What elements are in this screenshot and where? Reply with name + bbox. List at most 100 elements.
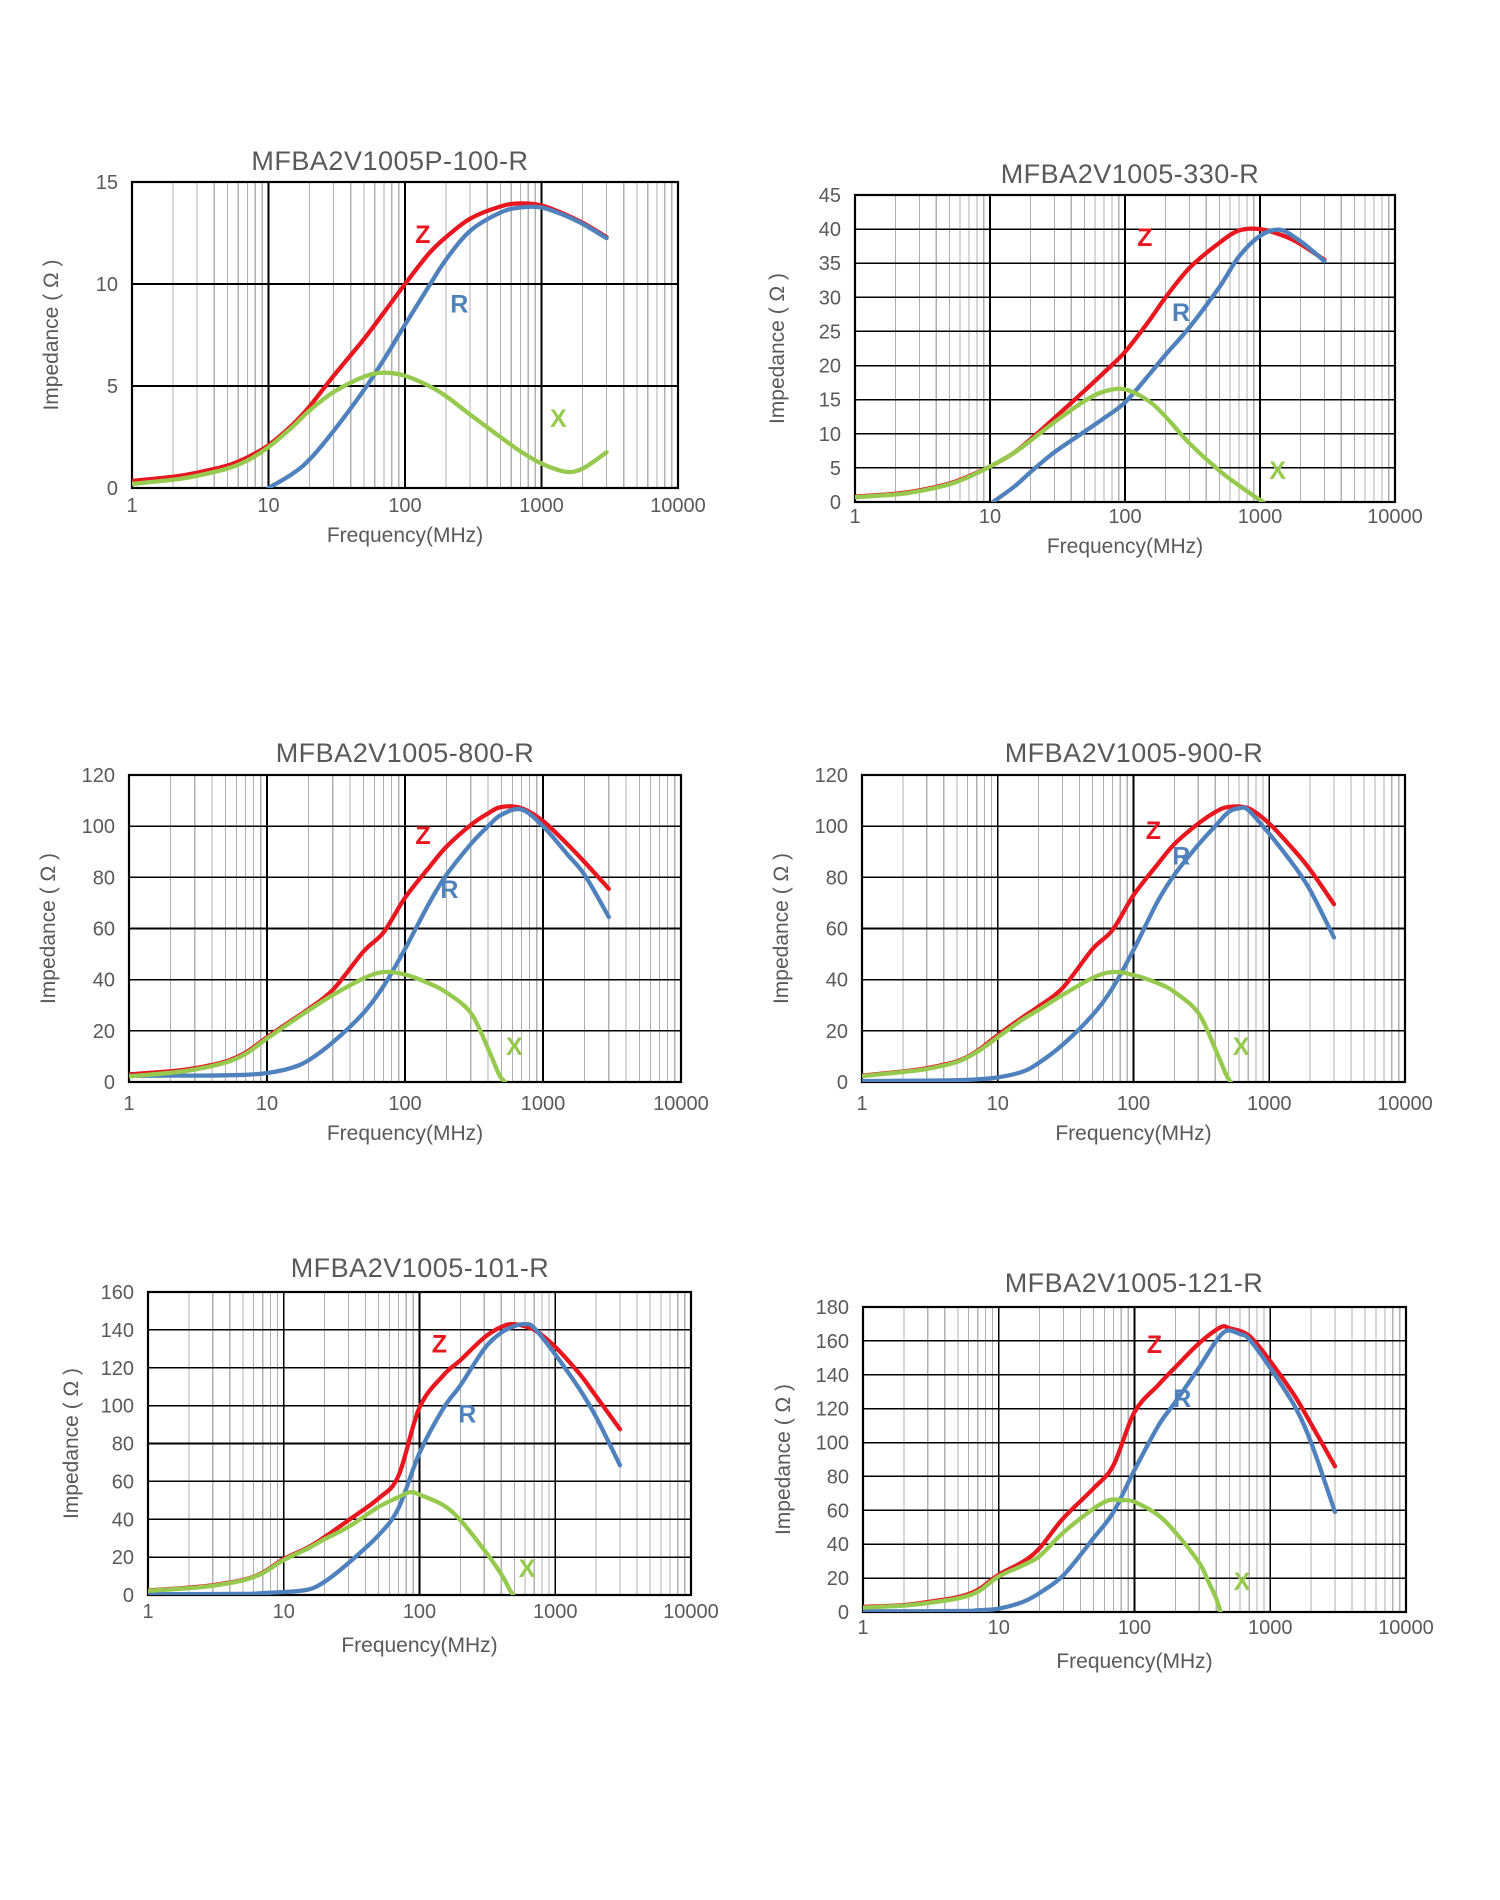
- y-tick-label: 20: [827, 1568, 849, 1590]
- y-tick-label: 0: [104, 1072, 115, 1094]
- x-axis-label: Frequency(MHz): [1056, 1650, 1212, 1673]
- y-tick-label: 100: [101, 1396, 134, 1418]
- y-tick-label: 120: [82, 765, 115, 787]
- chart-title: MFBA2V1005-900-R: [1005, 738, 1264, 768]
- minor-gridlines: [172, 182, 673, 488]
- y-tick-label: 60: [827, 1500, 849, 1522]
- plot-border: [853, 193, 1397, 504]
- y-tick-label: 0: [838, 1602, 849, 1624]
- y-axis-label: Impedance ( Ω ): [770, 853, 793, 1004]
- x-tick-label: 10000: [1367, 506, 1423, 528]
- y-axis-label: Impedance ( Ω ): [40, 259, 63, 410]
- curve-label-X: X: [1233, 1033, 1250, 1061]
- x-tick-label: 1: [126, 495, 137, 517]
- series-X-curve: [129, 969, 508, 1082]
- x-tick-label: 1000: [1238, 506, 1283, 528]
- y-tick-label: 40: [826, 970, 848, 992]
- y-tick-label: 25: [819, 321, 841, 343]
- y-tick-label: 45: [819, 185, 841, 207]
- x-tick-label: 100: [388, 1093, 421, 1115]
- y-tick-label: 20: [826, 1021, 848, 1043]
- chart-title: MFBA2V1005P-100-R: [251, 146, 528, 176]
- series-R-curve: [863, 1328, 1338, 1612]
- y-tick-label: 120: [101, 1358, 134, 1380]
- curve-label-Z: Z: [415, 221, 430, 249]
- curve-label-R: R: [450, 291, 468, 319]
- chart-MFBA2V1005-121-R: ZR X MFBA2V1005-121-R 0 20 40 60 80 100 120 140 160…: [772, 1268, 1434, 1673]
- x-axis-label: Frequency(MHz): [327, 524, 483, 547]
- x-tick-label: 1: [849, 506, 860, 528]
- x-tick-label: 1000: [521, 1093, 566, 1115]
- series-Z-curve: [132, 201, 609, 484]
- chart-MFBA2V1005-101-R: Z R X MFBA2V1005-101-R 0 20 40 60 80 100 120 140 160…: [60, 1253, 719, 1657]
- x-tick-label: 100: [388, 495, 421, 517]
- curve-label-Z: Z: [415, 822, 430, 850]
- x-tick-label: 10000: [663, 1601, 719, 1623]
- curve-label-Z: Z: [1147, 1331, 1162, 1359]
- y-tick-label: 80: [827, 1466, 849, 1488]
- series-X-curve: [132, 370, 609, 487]
- y-tick-label: 10: [819, 424, 841, 446]
- plot-border: [861, 1305, 1408, 1614]
- minor-gridlines: [895, 195, 1390, 502]
- y-tick-label: 40: [819, 219, 841, 241]
- x-tick-label: 10000: [650, 495, 706, 517]
- plot-border: [146, 1290, 693, 1597]
- y-tick-label: 140: [101, 1320, 134, 1342]
- x-tick-label: 100: [1118, 1617, 1151, 1639]
- x-tick-label: 10000: [653, 1093, 709, 1115]
- chart-title: MFBA2V1005-330-R: [1001, 159, 1260, 189]
- x-tick-label: 100: [1117, 1093, 1150, 1115]
- x-axis-label: Frequency(MHz): [327, 1122, 483, 1145]
- y-tick-label: 0: [837, 1072, 848, 1094]
- x-tick-label: 10: [273, 1601, 295, 1623]
- y-tick-label: 160: [816, 1331, 849, 1353]
- y-tick-label: 80: [112, 1434, 134, 1456]
- y-tick-label: 10: [96, 274, 118, 296]
- y-axis-label: Impedance ( Ω ): [37, 853, 60, 1004]
- y-tick-label: 15: [819, 390, 841, 412]
- x-tick-label: 10000: [1377, 1093, 1433, 1115]
- x-tick-label: 10: [988, 1617, 1010, 1639]
- y-tick-label: 20: [819, 356, 841, 378]
- series-X-curve: [862, 969, 1233, 1082]
- y-tick-label: 20: [112, 1547, 134, 1569]
- x-tick-label: 1: [142, 1601, 153, 1623]
- x-tick-label: 1000: [1248, 1617, 1293, 1639]
- x-axis-label: Frequency(MHz): [1055, 1122, 1211, 1145]
- y-tick-label: 100: [815, 816, 848, 838]
- x-tick-label: 100: [403, 1601, 436, 1623]
- chart-MFBA2V1005P-100-R: Z R X MFBA2V1005P-100-R 0 5 10 15 1 10 100 1000 1000…: [40, 146, 706, 547]
- x-tick-label: 10: [987, 1093, 1009, 1115]
- x-tick-label: 10: [256, 1093, 278, 1115]
- y-tick-label: 40: [93, 970, 115, 992]
- series-R-curve: [129, 806, 611, 1079]
- y-tick-label: 100: [82, 816, 115, 838]
- y-tick-label: 160: [101, 1282, 134, 1304]
- curve-label-R: R: [1172, 299, 1190, 327]
- y-tick-label: 100: [816, 1433, 849, 1455]
- y-tick-label: 60: [112, 1471, 134, 1493]
- series-X-curve: [148, 1489, 516, 1595]
- x-tick-label: 10000: [1378, 1617, 1434, 1639]
- y-tick-label: 60: [826, 919, 848, 941]
- x-axis-label: Frequency(MHz): [341, 1634, 497, 1657]
- curve-label-X: X: [550, 405, 567, 433]
- x-tick-label: 1: [856, 1093, 867, 1115]
- curve-label-X: X: [506, 1033, 523, 1061]
- x-tick-label: 1000: [533, 1601, 578, 1623]
- y-tick-label: 0: [107, 478, 118, 500]
- x-tick-label: 10: [257, 495, 279, 517]
- y-tick-label: 140: [816, 1365, 849, 1387]
- y-tick-label: 15: [96, 172, 118, 194]
- y-tick-label: 20: [93, 1021, 115, 1043]
- y-tick-label: 180: [816, 1297, 849, 1319]
- chart-title: MFBA2V1005-800-R: [276, 738, 535, 768]
- plot-border: [860, 773, 1407, 1084]
- curve-label-R: R: [440, 876, 458, 904]
- chart-title: MFBA2V1005-101-R: [291, 1253, 550, 1283]
